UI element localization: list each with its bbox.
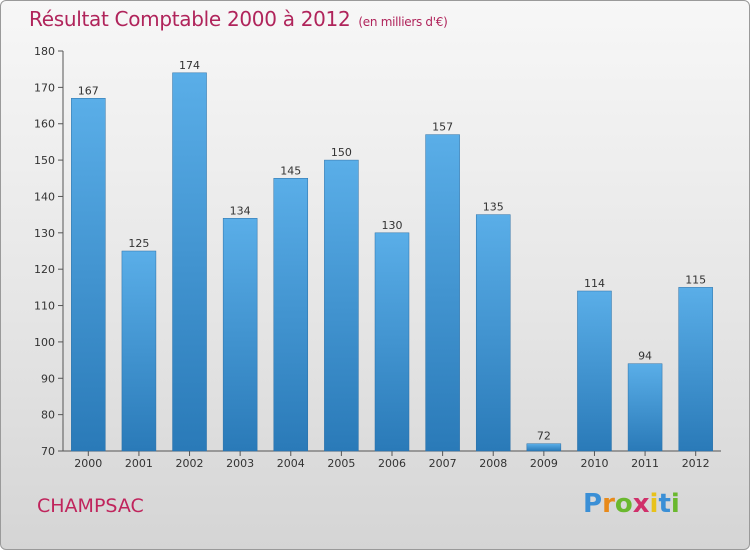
data-label: 115: [685, 273, 706, 286]
chart-labels: 2000 167 2001 125 2002 174 2003 134 2004 145 2005 1…: [74, 59, 709, 470]
bar-2002: [172, 72, 207, 452]
logo-letter: P: [583, 489, 603, 519]
chart-title-text: Résultat Comptable 2000 à 2012: [29, 7, 351, 31]
x-tick-label: 2011: [631, 457, 659, 470]
logo-letter: x: [632, 489, 650, 519]
x-tick-label: 2007: [429, 457, 457, 470]
data-label: 114: [584, 277, 605, 290]
y-tick-label: 140: [34, 190, 55, 203]
y-tick-label: 130: [34, 227, 55, 240]
y-tick-label: 180: [34, 45, 55, 58]
data-label: 125: [128, 237, 149, 250]
chart-axes: 70 80 90 100 110 120 130 140 150 160 170 180: [34, 45, 721, 458]
chart-title: Résultat Comptable 2000 à 2012 (en millie…: [29, 7, 448, 31]
y-tick-label: 120: [34, 263, 55, 276]
bar-2001: [121, 250, 157, 452]
data-label: 135: [483, 201, 504, 214]
x-tick-label: 2012: [682, 457, 710, 470]
bar-2005: [324, 159, 359, 452]
bar-2010: [577, 290, 612, 452]
bar-2007: [425, 134, 460, 452]
data-label: 157: [432, 121, 453, 134]
x-tick-label: 2005: [327, 457, 355, 470]
data-label: 174: [179, 59, 200, 72]
x-tick-label: 2010: [580, 457, 608, 470]
logo-letter: t: [658, 489, 671, 519]
bar-2003: [222, 218, 258, 452]
logo-letter: i: [649, 489, 659, 519]
data-label: 145: [280, 164, 301, 177]
bar-2011: [627, 363, 663, 452]
y-tick-label: 80: [41, 409, 55, 422]
y-tick-label: 90: [41, 372, 55, 385]
x-tick-label: 2004: [277, 457, 305, 470]
x-tick-label: 2006: [378, 457, 406, 470]
proxiti-logo: Proxiti: [583, 489, 680, 519]
x-tick-label: 2002: [176, 457, 204, 470]
x-tick-label: 2008: [479, 457, 507, 470]
data-label: 134: [230, 204, 251, 217]
y-tick-label: 160: [34, 118, 55, 131]
x-tick-label: 2009: [530, 457, 558, 470]
bar-2000: [71, 98, 106, 452]
data-label: 72: [537, 430, 551, 443]
data-label: 167: [78, 84, 99, 97]
bar-2004: [273, 178, 309, 452]
bar-2008: [475, 214, 511, 452]
logo-letter: r: [602, 489, 615, 519]
logo-letter: o: [614, 489, 633, 519]
bar-2006: [374, 232, 410, 452]
x-tick-label: 2001: [125, 457, 153, 470]
y-tick-label: 70: [41, 445, 55, 458]
y-tick-label: 170: [34, 81, 55, 94]
x-tick-label: 2000: [74, 457, 102, 470]
data-label: 94: [638, 350, 652, 363]
y-tick-label: 110: [34, 300, 55, 313]
x-tick-label: 2003: [226, 457, 254, 470]
logo-letter: i: [670, 489, 680, 519]
bar-2012: [678, 287, 713, 452]
data-label: 130: [382, 219, 403, 232]
commune-name: CHAMPSAC: [37, 495, 144, 517]
chart-bars: [71, 72, 713, 452]
y-tick-label: 100: [34, 336, 55, 349]
chart-subtitle: (en milliers d'€): [358, 15, 448, 29]
bar-2009: [526, 443, 562, 452]
y-tick-label: 150: [34, 154, 55, 167]
data-label: 150: [331, 146, 352, 159]
